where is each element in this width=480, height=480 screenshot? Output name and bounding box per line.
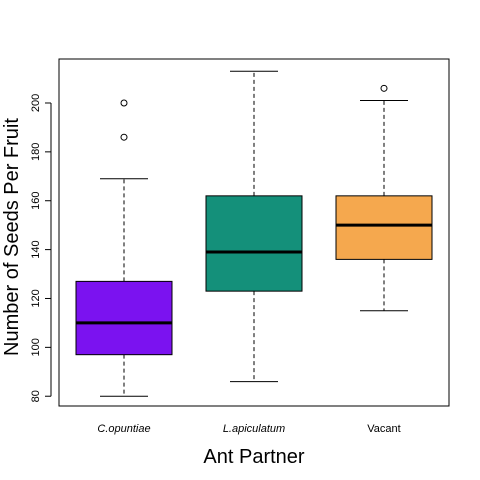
outlier-point [120,99,128,107]
y-axis-title: Number of Seeds Per Fruit [1,118,23,356]
x-category-label: L.apiculatum [223,423,285,435]
y-tick-label: 120 [30,289,42,307]
y-tick-label: 160 [30,192,42,210]
x-axis-labels: C.opuntiae L.apiculatum Vacant [97,423,400,435]
y-tick-label: 140 [30,240,42,258]
box-group [205,70,303,383]
x-axis-title: Ant Partner [203,446,305,468]
y-tick-label: 200 [30,94,42,112]
y-tick-label: 180 [30,143,42,161]
iqr-box [75,280,173,356]
outlier-point [120,133,128,141]
x-category-label: C.opuntiae [97,423,150,435]
y-tick-label: 80 [30,390,42,402]
outlier-point [380,84,388,92]
box-series [75,70,433,397]
plot-frame [58,58,450,407]
iqr-box [205,195,303,292]
box-group [335,84,433,312]
box-group [75,99,173,397]
y-axis: 80 100 120 140 160 180 200 [30,94,52,402]
y-tick-label: 100 [30,338,42,356]
iqr-box [335,195,433,260]
x-category-label: Vacant [367,423,400,435]
